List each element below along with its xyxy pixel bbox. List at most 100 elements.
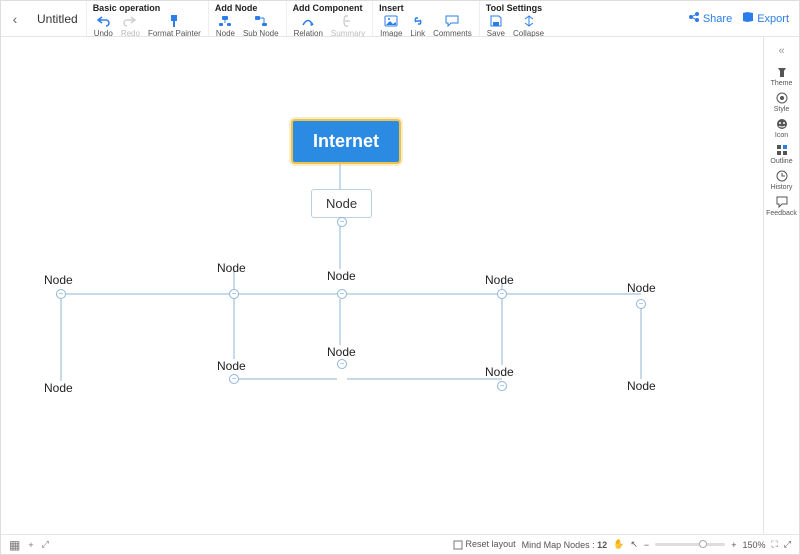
- panel-item-label: Theme: [771, 80, 793, 87]
- reset-layout-button[interactable]: Reset layout: [453, 539, 516, 550]
- collapse-icon: [522, 14, 536, 28]
- collapse-toggle-icon[interactable]: [497, 381, 507, 391]
- link-button[interactable]: Link: [409, 14, 426, 38]
- fit-screen-icon[interactable]: ⛶: [771, 539, 777, 550]
- child-node[interactable]: Node: [311, 189, 372, 218]
- fullscreen-icon[interactable]: ⤢: [784, 539, 791, 550]
- toolbar-group: Add ComponentRelationSummary: [286, 1, 373, 36]
- panel-history-button[interactable]: History: [766, 168, 797, 191]
- collapse-toggle-icon[interactable]: [56, 289, 66, 299]
- mindmap-node[interactable]: Node: [627, 379, 656, 393]
- right-sidebar: « Theme Style Icon Outline History Feedback: [763, 37, 799, 534]
- panel-item-label: Icon: [775, 132, 788, 139]
- comments-button[interactable]: Comments: [432, 14, 473, 38]
- mindmap-node[interactable]: Node: [327, 345, 356, 359]
- collapse-toggle-icon[interactable]: [337, 289, 347, 299]
- share-icon: [688, 11, 700, 26]
- toolbar-group-title: Basic operation: [93, 3, 202, 13]
- toolbar-group: InsertImage Link Comments: [372, 1, 479, 36]
- iconset-icon: [774, 116, 789, 131]
- format-painter-button[interactable]: Format Painter: [147, 14, 202, 38]
- mindmap-node[interactable]: Node: [485, 365, 514, 379]
- document-title[interactable]: Untitled: [29, 1, 86, 36]
- status-bar: ▦ + ⤢ Reset layout Mind Map Nodes : 12 ✋…: [1, 534, 799, 554]
- panel-theme-button[interactable]: Theme: [766, 64, 797, 87]
- toolbar-group-title: Insert: [379, 3, 473, 13]
- undo-button[interactable]: Undo: [93, 14, 114, 38]
- canvas[interactable]: Internet Node Node Node Node Node Node Node Node…: [1, 37, 763, 534]
- panel-item-label: Style: [774, 106, 790, 113]
- image-icon: [384, 14, 398, 28]
- collapse-sidebar-icon[interactable]: «: [774, 41, 788, 61]
- node-button[interactable]: Node: [215, 14, 236, 38]
- panel-icon-button[interactable]: Icon: [766, 116, 797, 139]
- summary-button: Summary: [330, 14, 366, 38]
- back-button[interactable]: ‹: [1, 1, 29, 36]
- panel-item-label: Feedback: [766, 210, 797, 217]
- export-button[interactable]: Export: [742, 11, 789, 26]
- share-label: Share: [703, 13, 732, 25]
- zoom-slider[interactable]: [655, 543, 725, 546]
- mindmap-node[interactable]: Node: [485, 273, 514, 287]
- panel-item-label: Outline: [770, 158, 792, 165]
- zoom-out-button[interactable]: −: [644, 540, 649, 550]
- panel-item-label: History: [771, 184, 793, 191]
- collapse-button[interactable]: Collapse: [512, 14, 545, 38]
- undo-icon: [96, 14, 110, 28]
- toolbar-group-title: Tool Settings: [486, 3, 545, 13]
- reset-layout-label: Reset layout: [466, 539, 516, 549]
- mindmap-node[interactable]: Node: [327, 269, 356, 283]
- feedback-icon: [774, 194, 789, 209]
- toolbar: ‹ Untitled Basic operationUndo Redo Format…: [1, 1, 799, 37]
- plus-icon[interactable]: +: [28, 540, 33, 550]
- node-count: Mind Map Nodes : 12: [522, 540, 608, 550]
- mindmap-node[interactable]: Node: [217, 359, 246, 373]
- toolbar-group-title: Add Component: [293, 3, 367, 13]
- redo-icon: [123, 14, 137, 28]
- redo-button: Redo: [120, 14, 141, 38]
- hand-tool-icon[interactable]: ✋: [613, 539, 624, 550]
- expand-icon[interactable]: ⤢: [42, 539, 49, 550]
- history-icon: [774, 168, 789, 183]
- root-node[interactable]: Internet: [291, 119, 401, 164]
- relation-button[interactable]: Relation: [293, 14, 324, 38]
- add-page-icon[interactable]: ▦: [9, 538, 20, 552]
- collapse-toggle-icon[interactable]: [337, 359, 347, 369]
- collapse-toggle-icon[interactable]: [229, 374, 239, 384]
- save-button[interactable]: Save: [486, 14, 506, 38]
- style-icon: [774, 90, 789, 105]
- export-label: Export: [757, 13, 789, 25]
- export-icon: [742, 11, 754, 26]
- mindmap-node[interactable]: Node: [44, 273, 73, 287]
- collapse-toggle-icon[interactable]: [229, 289, 239, 299]
- toolbar-group-title: Add Node: [215, 3, 280, 13]
- mindmap-node[interactable]: Node: [217, 261, 246, 275]
- image-button[interactable]: Image: [379, 14, 403, 38]
- collapse-toggle-icon[interactable]: [636, 299, 646, 309]
- node-icon: [218, 14, 232, 28]
- zoom-in-button[interactable]: +: [731, 540, 736, 550]
- share-button[interactable]: Share: [688, 11, 732, 26]
- subnode-icon: [254, 14, 268, 28]
- toolbar-group: Basic operationUndo Redo Format Painter: [86, 1, 208, 36]
- comments-icon: [445, 14, 459, 28]
- save-icon: [489, 14, 503, 28]
- summary-icon: [341, 14, 355, 28]
- collapse-toggle-icon[interactable]: [497, 289, 507, 299]
- panel-feedback-button[interactable]: Feedback: [766, 194, 797, 217]
- mindmap-node[interactable]: Node: [44, 381, 73, 395]
- toolbar-group: Tool SettingsSave Collapse: [479, 1, 551, 36]
- mindmap-node[interactable]: Node: [627, 281, 656, 295]
- link-icon: [411, 14, 425, 28]
- toolbar-group: Add NodeNode Sub Node: [208, 1, 286, 36]
- relation-icon: [301, 14, 315, 28]
- sub-node-button[interactable]: Sub Node: [242, 14, 280, 38]
- cursor-tool-icon[interactable]: ↖: [630, 539, 638, 550]
- panel-outline-button[interactable]: Outline: [766, 142, 797, 165]
- outline-icon: [774, 142, 789, 157]
- format-icon: [167, 14, 181, 28]
- collapse-toggle-icon[interactable]: [337, 217, 347, 227]
- zoom-level: 150%: [742, 540, 765, 550]
- panel-style-button[interactable]: Style: [766, 90, 797, 113]
- theme-icon: [774, 64, 789, 79]
